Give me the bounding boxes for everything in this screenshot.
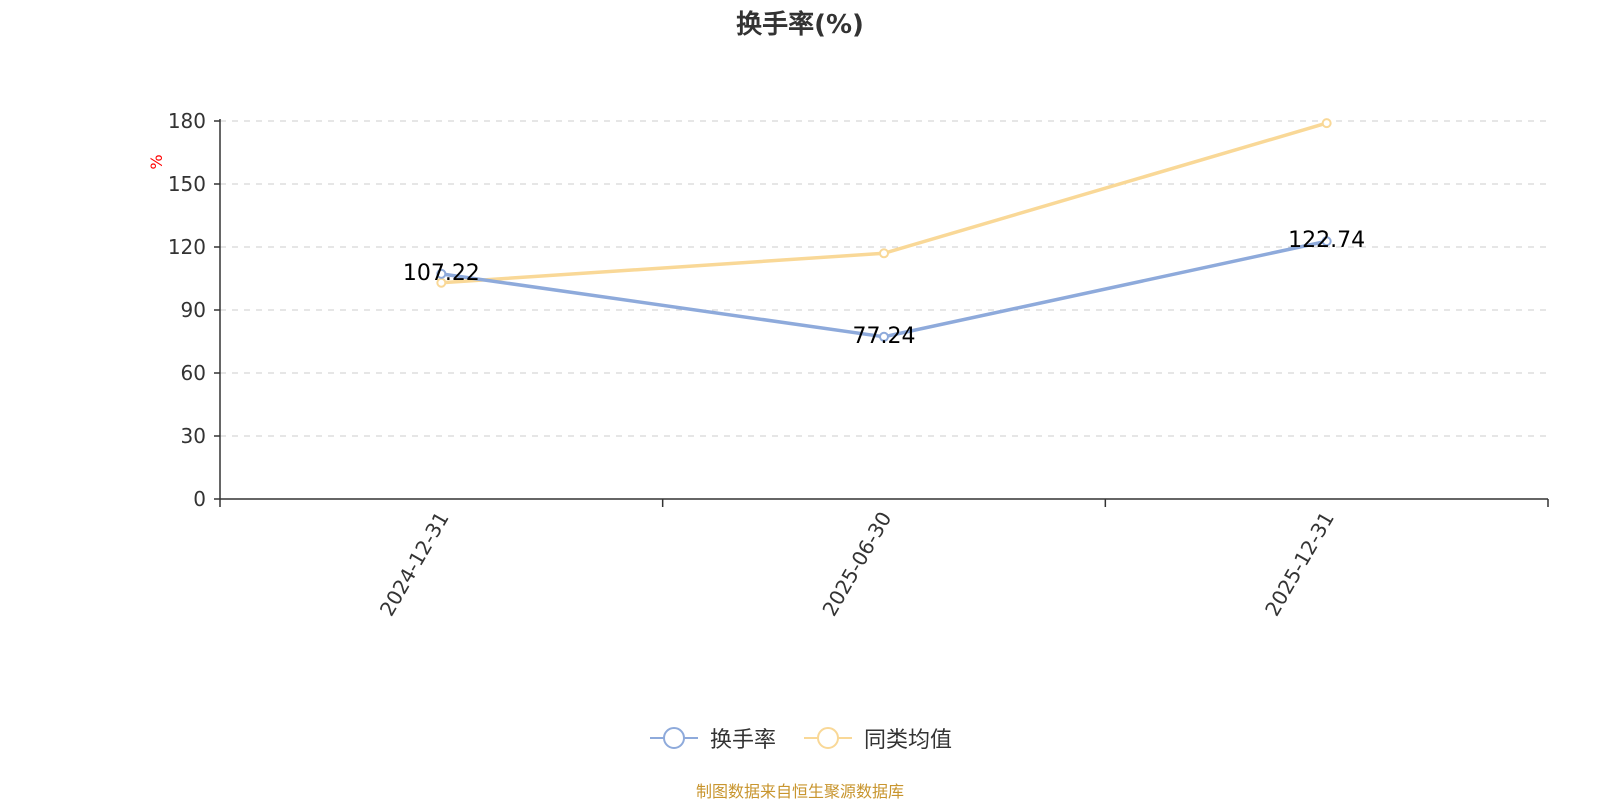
chart-title: 换手率(%) (736, 10, 864, 40)
data-point (1321, 236, 1332, 247)
y-tick-label: 90 (181, 298, 206, 322)
data-point (436, 268, 447, 279)
y-tick-label: 180 (168, 109, 206, 133)
legend: 换手率 同类均值 (0, 722, 1600, 754)
legend-item[interactable]: 同类均值 (802, 722, 952, 754)
source-note: 制图数据来自恒生聚源数据库 (695, 782, 904, 801)
data-label: 122.74 (1288, 228, 1365, 253)
axes: 0 30 60 90 120 150 180% 2024-12-31 2025-06-30 202… (147, 109, 1549, 621)
legend-marker-icon (649, 727, 698, 749)
data-point (879, 248, 889, 259)
data-point (1321, 118, 1332, 129)
legend-label: 换手率 (709, 728, 776, 753)
legend-label: 同类均值 (864, 728, 953, 753)
legend-marker-icon (804, 727, 852, 749)
y-tick-label: 60 (181, 361, 206, 385)
y-tick-label: 0 (193, 487, 206, 511)
series-line (441, 121, 1328, 285)
legend-item[interactable]: 换手率 (648, 722, 776, 754)
y-tick-label: 30 (181, 424, 206, 448)
series-lines (436, 118, 1332, 342)
data-label: 77.24 (853, 324, 916, 349)
y-tick-label: 150 (168, 172, 206, 196)
y-tick-label: 120 (168, 235, 206, 259)
data-labels: 107.22 77.24 122.74 (403, 228, 1365, 349)
y-axis-label: % (147, 154, 166, 169)
x-tick-label: 2024-12-31 (375, 508, 454, 621)
x-tick-label: 2025-12-31 (1260, 508, 1339, 621)
data-point (879, 331, 889, 342)
x-tick-label: 2025-06-30 (817, 508, 896, 621)
data-label: 107.22 (403, 261, 480, 286)
